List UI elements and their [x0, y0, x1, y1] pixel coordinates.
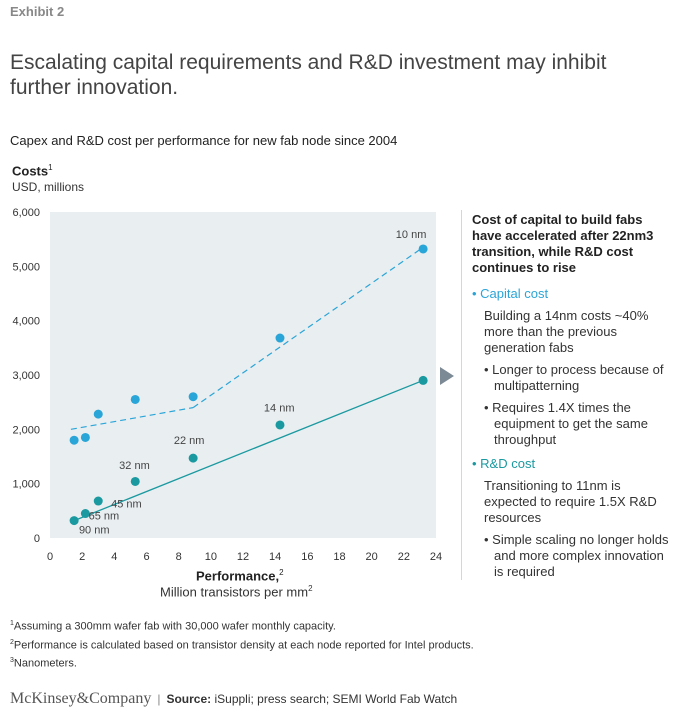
footnote-2: 2Performance is calculated based on tran… [10, 635, 474, 654]
footnote-2-mark: 2 [10, 638, 14, 646]
capital-cost-trend-line [70, 407, 194, 430]
node-label: 32 nm [119, 460, 150, 472]
rnd-cost-point [69, 516, 79, 526]
capital-bullet: • Longer to process because of multipatt… [484, 362, 664, 393]
x-tick-label: 0 [47, 551, 53, 563]
rnd-cost-point [93, 496, 103, 506]
capital-cost-point [418, 244, 428, 254]
capital-cost-point [80, 432, 90, 442]
rnd-cost-text: Transitioning to 11nm is expected to req… [484, 478, 657, 525]
footnote-1-text: Assuming a 300mm wafer fab with 30,000 w… [13, 620, 336, 633]
x-tick-label: 4 [111, 551, 117, 563]
y-tick-label: 1,000 [12, 479, 40, 491]
capital-cost-trend-line [192, 246, 424, 409]
rnd-cost-point [188, 453, 198, 463]
panel-title: Cost of capital to build fabs have accel… [472, 212, 654, 275]
x-tick-label: 18 [333, 551, 345, 563]
panel-divider [461, 210, 462, 580]
y-tick-label: 4,000 [12, 316, 40, 328]
footer-separator: | [157, 692, 161, 706]
mckinsey-logo: McKinsey&Company [10, 690, 152, 707]
capital-cost-text: Building a 14nm costs ~40% more than the… [484, 308, 649, 355]
x-axis-unit-sup: 2 [308, 584, 313, 593]
exhibit-label: Exhibit 2 [10, 4, 65, 19]
rnd-cost-point [275, 420, 285, 430]
x-tick-label: 12 [237, 551, 249, 563]
footnote-3-mark: 3 [10, 657, 14, 665]
axis-ticks: 0 2 4 6 8 10 12 14 16 18 20 22 2401,0002,0003,0004,0… [12, 207, 442, 563]
trend-lines [70, 246, 424, 522]
footnote-1: 1Assuming a 300mm wafer fab with 30,000 … [10, 616, 474, 635]
node-label: 65 nm [89, 511, 120, 523]
capital-bullet: • Requires 1.4X times the equipment to g… [484, 400, 648, 447]
capital-cost-point [130, 394, 140, 404]
y-tick-label: 6,000 [12, 207, 40, 219]
y-axis-title-note: 1 [48, 163, 53, 172]
rnd-cost-point [418, 375, 428, 385]
y-axis-unit: USD, millions [12, 180, 85, 194]
x-tick-label: 14 [269, 551, 281, 563]
footnote-3: 3Nanometers. [10, 653, 474, 672]
y-tick-label: 0 [34, 533, 40, 545]
chart-subtitle: Capex and R&D cost per performance for n… [10, 133, 398, 148]
node-label: 90 nm [79, 525, 110, 537]
node-label: 14 nm [264, 402, 295, 414]
x-axis-unit: Million transistors per mm2 [160, 584, 313, 599]
arrow-right-icon [440, 367, 454, 385]
x-axis-title-note: 2 [279, 568, 284, 577]
data-points [69, 244, 428, 526]
node-label: 45 nm [111, 499, 142, 511]
y-axis-title: Costs1 [12, 163, 53, 178]
y-tick-label: 3,000 [12, 370, 40, 382]
x-tick-label: 16 [301, 551, 313, 563]
source-text: iSuppli; press search; SEMI World Fab Wa… [211, 692, 458, 706]
rnd-cost-heading: • R&D cost [472, 456, 536, 471]
y-axis-title-text: Costs [12, 163, 49, 179]
x-axis-unit-text: Million transistors per mm [160, 584, 309, 600]
y-tick-label: 2,000 [12, 424, 40, 436]
x-tick-label: 2 [79, 551, 85, 563]
capital-cost-heading: • Capital cost [472, 286, 549, 301]
x-tick-label: 24 [430, 551, 442, 563]
x-tick-label: 20 [366, 551, 378, 563]
x-tick-label: 8 [176, 551, 182, 563]
x-axis-title: Performance,2 [196, 568, 284, 583]
footnote-3-text: Nanometers. [13, 657, 77, 670]
y-tick-label: 5,000 [12, 261, 40, 273]
footer: McKinsey&Company | Source: iSuppli; press … [10, 690, 457, 708]
commentary-panel: Cost of capital to build fabs have accel… [472, 212, 672, 586]
rnd-bullet: • Simple scaling no longer holds and mor… [484, 532, 669, 579]
plot-area [50, 212, 436, 538]
footnote-2-text: Performance is calculated based on trans… [13, 639, 474, 652]
node-label: 22 nm [174, 435, 205, 447]
x-tick-label: 10 [205, 551, 217, 563]
source-label: Source: [166, 692, 212, 706]
rnd-cost-point [130, 476, 140, 486]
capital-cost-point [275, 333, 285, 343]
node-label: 10 nm [396, 229, 427, 241]
x-tick-label: 22 [398, 551, 410, 563]
headline: Escalating capital requirements and R&D … [10, 51, 607, 99]
footnote-1-mark: 1 [10, 620, 14, 627]
footnotes: 1Assuming a 300mm wafer fab with 30,000 … [10, 616, 474, 672]
x-tick-label: 6 [143, 551, 149, 563]
capital-cost-point [188, 392, 198, 402]
capital-cost-point [69, 435, 79, 445]
capital-cost-point [93, 409, 103, 419]
rnd-cost-trend-line [73, 379, 424, 522]
x-axis-title-text: Performance, [196, 568, 280, 584]
rnd-cost-point [80, 509, 90, 519]
